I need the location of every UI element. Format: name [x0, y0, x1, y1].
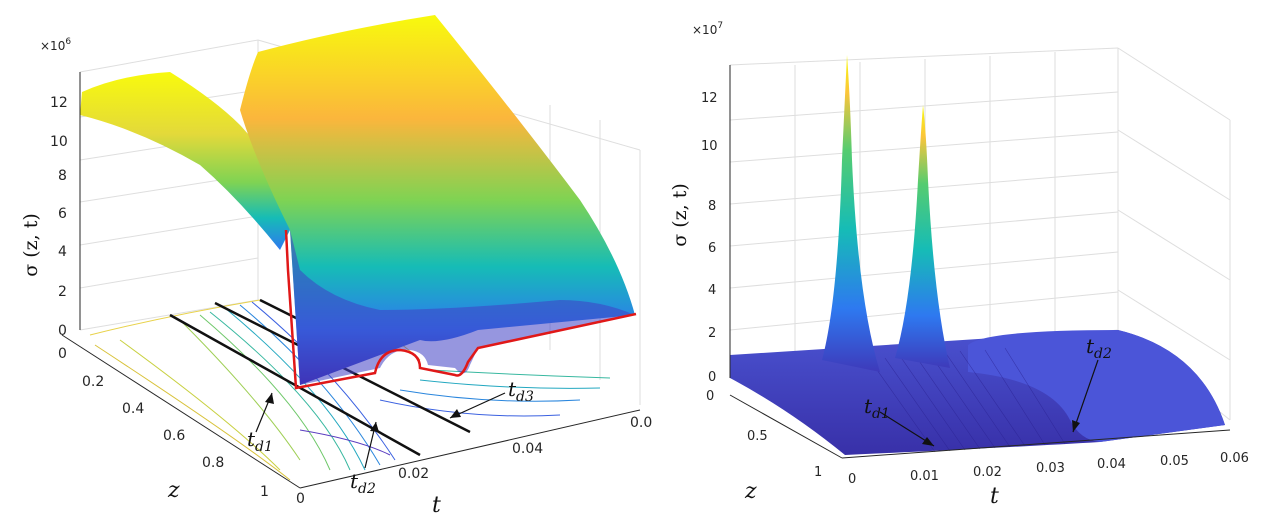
right-t-tick: 0 — [848, 472, 856, 487]
left-t-tick: 0 — [296, 491, 305, 507]
right-sigma-tick: 12 — [701, 91, 718, 106]
right-td1-label: td1 — [864, 394, 890, 422]
left-ylabel: σ (z, t) — [20, 213, 42, 277]
left-td1-label: td1 — [247, 427, 273, 455]
left-panel: 0 2 4 6 8 10 12 ×106 σ (z, t) 0 0.2 0.4 … — [20, 15, 652, 518]
right-multiplier: ×107 — [692, 21, 723, 37]
right-axes — [729, 65, 1231, 459]
right-sigma-tick: 4 — [708, 283, 716, 298]
right-t-ticks: 0 0.01 0.02 0.03 0.04 0.05 0.06 — [848, 451, 1249, 487]
left-z-ticks: 0 0.2 0.4 0.6 0.8 1 — [58, 346, 269, 500]
right-t-tick: 0.03 — [1036, 461, 1065, 476]
right-ylabel: σ (z, t) — [669, 183, 691, 247]
right-t-tick: 0.01 — [910, 469, 939, 484]
left-sigma-tick: 8 — [58, 168, 67, 184]
right-t-tick: 0.05 — [1160, 454, 1189, 469]
left-multiplier: ×106 — [40, 37, 71, 53]
right-td2-label: td2 — [1086, 334, 1112, 362]
left-t-ticks: 0 0.02 0.04 0.0 — [296, 415, 652, 507]
left-z-label: z — [167, 478, 180, 503]
left-sigma-ticks: 0 2 4 6 8 10 12 — [50, 95, 68, 339]
left-z-tick: 0.2 — [82, 374, 104, 390]
right-t-tick: 0.02 — [973, 465, 1002, 480]
right-sigma-tick: 0 — [708, 370, 716, 385]
right-z-tick: 0 — [706, 389, 714, 404]
left-sigma-tick: 0 — [58, 323, 67, 339]
left-t-tick: 0.04 — [512, 441, 543, 457]
left-z-tick: 0.4 — [122, 401, 144, 417]
right-surface-hump — [968, 330, 1225, 442]
left-t-label: t — [432, 493, 441, 518]
right-t-tick: 0.04 — [1097, 457, 1126, 472]
left-sigma-tick: 2 — [58, 284, 67, 300]
left-z-tick: 0 — [58, 346, 67, 362]
right-z-tick: 1 — [814, 465, 822, 480]
right-spike-1 — [822, 55, 880, 372]
right-spike-2 — [895, 105, 950, 368]
left-sigma-tick: 10 — [50, 134, 68, 150]
left-t-tick: 0.02 — [398, 466, 429, 482]
right-sigma-ticks: 0 2 4 6 8 10 12 — [701, 91, 718, 385]
right-t-tick: 0.06 — [1220, 451, 1249, 466]
right-z-ticks: 0 0.5 1 — [706, 389, 822, 480]
left-t-tick: 0.0 — [630, 415, 652, 431]
right-sigma-tick: 10 — [701, 139, 718, 154]
left-surface-ridge — [80, 72, 290, 250]
right-sigma-tick: 8 — [708, 199, 716, 214]
right-annotations: td1 td2 — [864, 334, 1112, 447]
left-sigma-tick: 6 — [58, 206, 67, 222]
left-axes — [61, 72, 641, 489]
left-surface-edge — [284, 229, 637, 390]
right-z-label: z — [744, 479, 757, 504]
right-panel: 0 2 4 6 8 10 12 ×107 σ (z, t) 0 0.5 1 z … — [669, 21, 1249, 509]
right-sigma-tick: 6 — [708, 241, 716, 256]
left-surface-main — [240, 15, 635, 385]
left-td2-label: td2 — [350, 469, 376, 497]
left-z-tick: 1 — [260, 484, 269, 500]
left-sigma-tick: 12 — [50, 95, 68, 111]
left-z-tick: 0.8 — [202, 455, 224, 471]
left-surface-front — [290, 230, 635, 385]
left-z-tick: 0.6 — [163, 428, 185, 444]
left-annotations: td1 td2 td3 — [247, 377, 534, 497]
right-wireframe — [869, 347, 1066, 453]
right-t-label: t — [990, 484, 999, 509]
right-z-tick: 0.5 — [747, 429, 768, 444]
right-sigma-tick: 2 — [708, 326, 716, 341]
left-td3-label: td3 — [508, 377, 534, 405]
left-sigma-tick: 4 — [58, 244, 67, 260]
